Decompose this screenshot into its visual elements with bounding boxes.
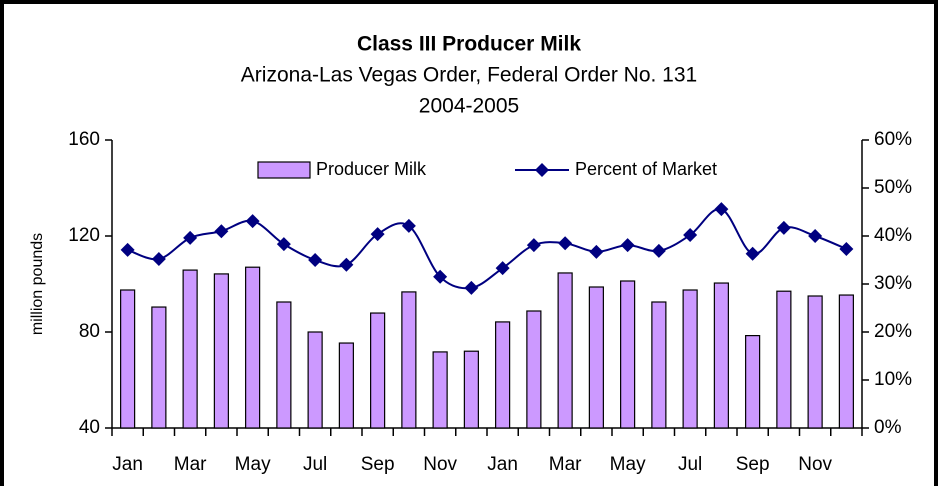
bar <box>401 291 417 429</box>
x-tick-label: May <box>610 454 646 475</box>
x-tick-label: Sep <box>736 454 770 475</box>
chart-subtitle: 2004-2005 <box>419 95 519 118</box>
bar <box>307 331 323 429</box>
x-tick-label: Mar <box>549 454 582 475</box>
marker <box>589 244 604 259</box>
y2-tick-label: 30% <box>874 273 912 294</box>
y-tick-label: 80 <box>79 321 100 342</box>
marker <box>620 238 635 253</box>
y-tick-label: 40 <box>79 417 100 438</box>
chart-title: Class III Producer Milk <box>357 33 581 56</box>
legend-label: Percent of Market <box>575 159 717 179</box>
bar <box>370 312 386 429</box>
marker <box>776 220 791 235</box>
y2-tick-label: 0% <box>874 417 902 438</box>
marker <box>339 257 354 272</box>
marker <box>683 228 698 243</box>
y-tick-label: 120 <box>68 225 100 246</box>
marker <box>495 261 510 276</box>
marker <box>558 236 573 251</box>
marker <box>464 280 479 295</box>
bar <box>526 310 542 429</box>
bar <box>120 289 136 429</box>
y-tick-label: 160 <box>68 129 100 150</box>
bar <box>776 290 792 429</box>
x-tick-label: May <box>235 454 271 475</box>
marker <box>401 218 416 233</box>
legend-marker <box>535 163 549 177</box>
marker <box>183 230 198 245</box>
bar <box>276 301 292 429</box>
bar <box>463 350 479 429</box>
legend-swatch <box>257 161 311 179</box>
bar <box>713 282 729 429</box>
bar <box>682 289 698 429</box>
x-tick-label: Jan <box>112 454 143 475</box>
marker <box>308 253 323 267</box>
bar <box>651 301 667 429</box>
bar <box>495 321 511 429</box>
x-tick-label: Jan <box>487 454 518 475</box>
marker <box>433 269 448 284</box>
bar <box>838 294 854 429</box>
y2-tick-label: 10% <box>874 369 912 390</box>
y2-tick-label: 40% <box>874 225 912 246</box>
marker <box>651 243 666 258</box>
marker <box>276 237 291 252</box>
marker <box>839 241 854 256</box>
bar <box>338 342 354 429</box>
marker <box>526 238 541 253</box>
chart-subtitle: Arizona-Las Vegas Order, Federal Order N… <box>241 64 697 87</box>
x-tick-label: Sep <box>361 454 395 475</box>
bar <box>745 335 761 429</box>
bar <box>432 351 448 429</box>
marker <box>808 229 823 243</box>
bar <box>807 295 823 429</box>
x-tick-label: Jul <box>303 454 327 475</box>
bar <box>620 280 636 429</box>
x-tick-label: Nov <box>423 454 457 475</box>
y2-tick-label: 60% <box>874 129 912 150</box>
x-tick-label: Mar <box>174 454 207 475</box>
marker <box>245 214 260 229</box>
y2-tick-label: 20% <box>874 321 912 342</box>
marker <box>151 252 166 267</box>
x-tick-label: Jul <box>678 454 702 475</box>
marker <box>745 246 760 261</box>
bar <box>557 272 573 429</box>
bar <box>245 266 261 429</box>
marker <box>214 224 229 239</box>
bar <box>182 269 198 429</box>
y2-tick-label: 50% <box>874 177 912 198</box>
marker <box>120 242 135 257</box>
bar <box>588 286 604 429</box>
marker <box>370 227 385 242</box>
x-tick-label: Nov <box>798 454 832 475</box>
y-axis-label: million pounds <box>29 233 46 335</box>
marker <box>714 202 729 217</box>
bar <box>151 306 167 429</box>
legend-label: Producer Milk <box>316 159 427 179</box>
bar <box>213 273 229 429</box>
